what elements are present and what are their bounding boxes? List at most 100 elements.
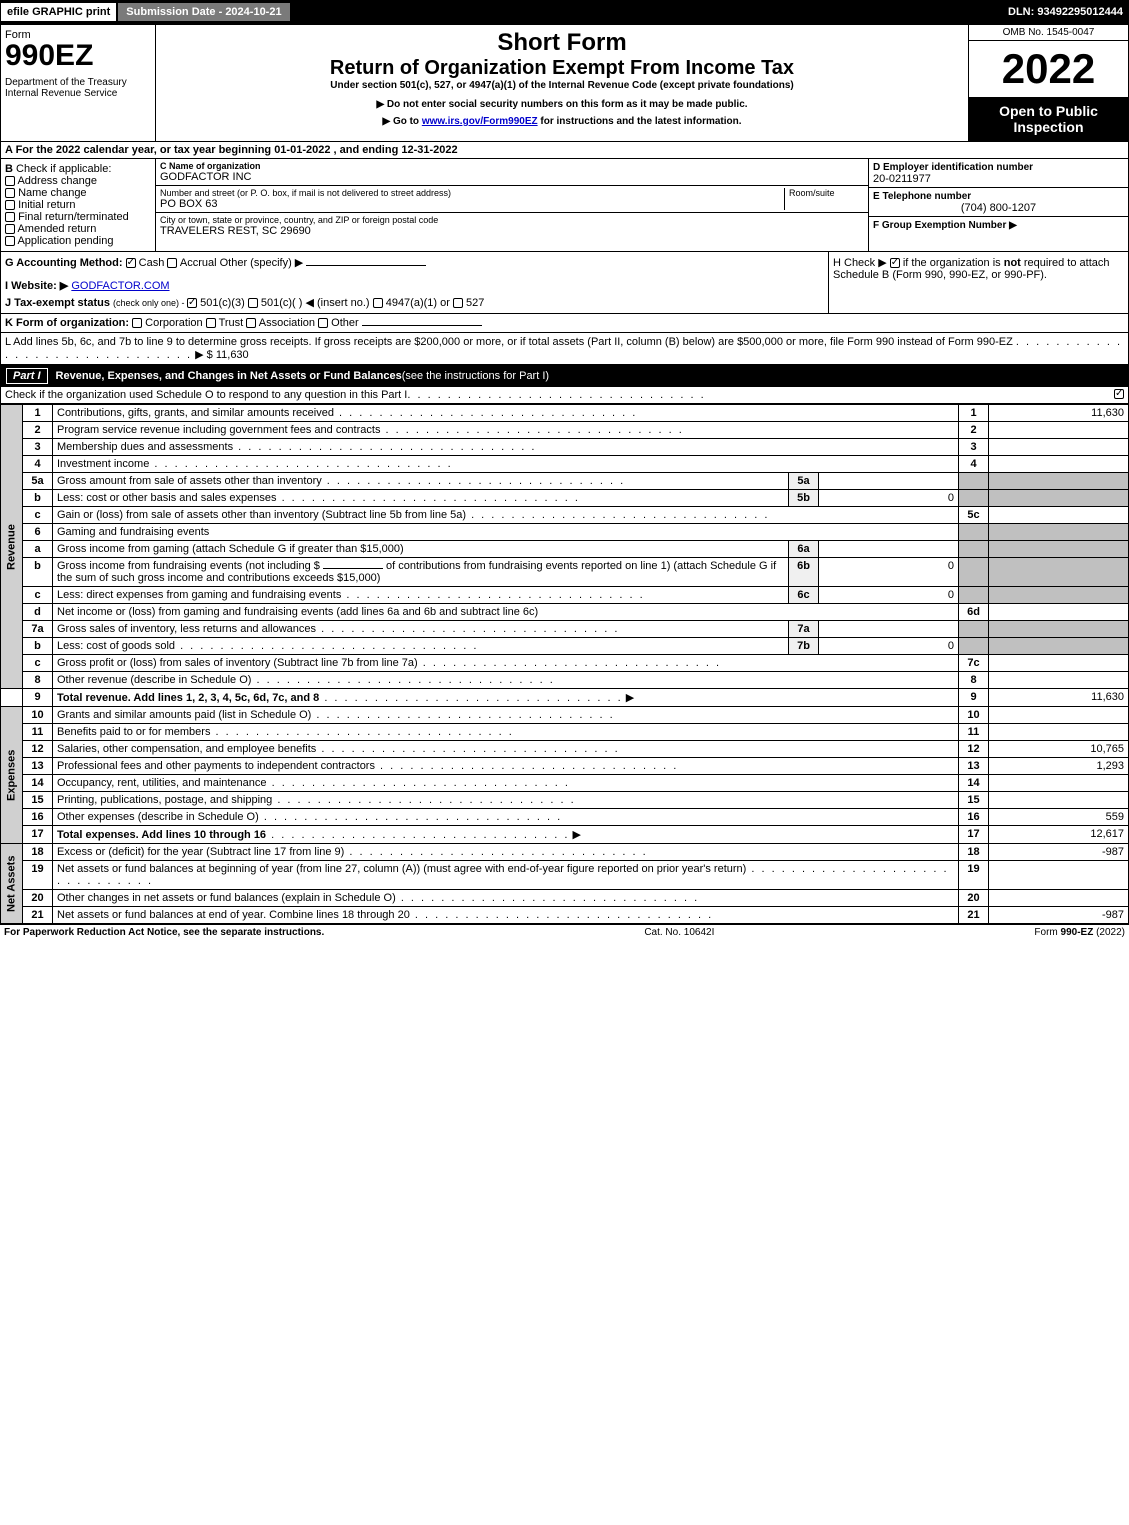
line-5b-desc: Less: cost or other basis and sales expe… bbox=[57, 492, 277, 504]
line-17-ln: 17 bbox=[959, 826, 989, 844]
line-1-desc: Contributions, gifts, grants, and simila… bbox=[57, 407, 334, 419]
checkbox-accrual[interactable] bbox=[167, 258, 177, 268]
line-10-ln: 10 bbox=[959, 707, 989, 724]
line-7b-subval: 0 bbox=[819, 638, 959, 655]
line-7c: c Gross profit or (loss) from sales of i… bbox=[1, 655, 1129, 672]
paperwork-notice: For Paperwork Reduction Act Notice, see … bbox=[4, 927, 324, 938]
line-19-ln: 19 bbox=[959, 861, 989, 890]
shade-6-amt bbox=[989, 524, 1129, 541]
efile-print-button[interactable]: efile GRAPHIC print bbox=[0, 2, 117, 22]
line-2-desc: Program service revenue including govern… bbox=[57, 424, 380, 436]
line-2: 2 Program service revenue including gove… bbox=[1, 422, 1129, 439]
other-method-input[interactable] bbox=[306, 265, 426, 266]
section-l: L Add lines 5b, 6c, and 7b to line 9 to … bbox=[0, 333, 1129, 365]
line-21-amt: -987 bbox=[989, 907, 1129, 924]
line-6c-sublabel: 6c bbox=[789, 587, 819, 604]
line-16-num: 16 bbox=[23, 809, 53, 826]
shade-6c-amt bbox=[989, 587, 1129, 604]
line-2-ln: 2 bbox=[959, 422, 989, 439]
line-1-num: 1 bbox=[23, 405, 53, 422]
category-expenses: Expenses bbox=[1, 707, 23, 844]
checkbox-4947[interactable] bbox=[373, 298, 383, 308]
line-6d-ln: 6d bbox=[959, 604, 989, 621]
line-7c-amt bbox=[989, 655, 1129, 672]
dept-treasury: Department of the Treasury bbox=[5, 77, 151, 88]
line-8-desc: Other revenue (describe in Schedule O) bbox=[57, 674, 251, 686]
line-17: 17 Total expenses. Add lines 10 through … bbox=[1, 826, 1129, 844]
check-if-applicable: Check if applicable: bbox=[16, 163, 111, 175]
line-9: 9 Total revenue. Add lines 1, 2, 3, 4, 5… bbox=[1, 689, 1129, 707]
label-application-pending: Application pending bbox=[17, 235, 113, 247]
checkbox-initial-return[interactable] bbox=[5, 200, 15, 210]
checkbox-schedule-o-part1[interactable] bbox=[1114, 389, 1124, 399]
checkbox-name-change[interactable] bbox=[5, 188, 15, 198]
tax-year: 2022 bbox=[969, 41, 1128, 97]
checkbox-final-return[interactable] bbox=[5, 212, 15, 222]
line-20-num: 20 bbox=[23, 890, 53, 907]
line-4-num: 4 bbox=[23, 456, 53, 473]
line-5b: b Less: cost or other basis and sales ex… bbox=[1, 490, 1129, 507]
accounting-method-label: G Accounting Method: bbox=[5, 257, 123, 269]
catalog-number: Cat. No. 10642I bbox=[644, 927, 714, 938]
part-1-instr: (see the instructions for Part I) bbox=[402, 370, 549, 382]
checkbox-application-pending[interactable] bbox=[5, 236, 15, 246]
line-6c: c Less: direct expenses from gaming and … bbox=[1, 587, 1129, 604]
line-21-desc: Net assets or fund balances at end of ye… bbox=[57, 909, 410, 921]
line-5c-desc: Gain or (loss) from sale of assets other… bbox=[57, 509, 466, 521]
line-6a-sublabel: 6a bbox=[789, 541, 819, 558]
label-other-org: Other bbox=[331, 317, 359, 329]
label-trust: Trust bbox=[219, 317, 244, 329]
arrow-icon-17 bbox=[569, 829, 581, 841]
other-org-input[interactable] bbox=[362, 325, 482, 326]
line-6: 6 Gaming and fundraising events bbox=[1, 524, 1129, 541]
line-18: Net Assets 18 Excess or (deficit) for th… bbox=[1, 844, 1129, 861]
line-11-amt bbox=[989, 724, 1129, 741]
omb-number: OMB No. 1545-0047 bbox=[969, 25, 1128, 41]
checkbox-trust[interactable] bbox=[206, 318, 216, 328]
checkbox-other-org[interactable] bbox=[318, 318, 328, 328]
city-value: TRAVELERS REST, SC 29690 bbox=[160, 225, 864, 237]
checkbox-527[interactable] bbox=[453, 298, 463, 308]
checkbox-schedule-b-not-required[interactable] bbox=[890, 258, 900, 268]
checkbox-501c3[interactable] bbox=[187, 298, 197, 308]
shade-6 bbox=[959, 524, 989, 541]
checkbox-association[interactable] bbox=[246, 318, 256, 328]
line-12-ln: 12 bbox=[959, 741, 989, 758]
section-i: I Website: ▶ GODFACTOR.COM bbox=[5, 279, 824, 292]
line-7a-sublabel: 7a bbox=[789, 621, 819, 638]
form-header: Form 990EZ Department of the Treasury In… bbox=[0, 24, 1129, 142]
line-12-amt: 10,765 bbox=[989, 741, 1129, 758]
label-527: 527 bbox=[466, 297, 484, 309]
checkbox-address-change[interactable] bbox=[5, 176, 15, 186]
checkbox-corporation[interactable] bbox=[132, 318, 142, 328]
line-9-amt: 11,630 bbox=[989, 689, 1129, 707]
section-a: A For the 2022 calendar year, or tax yea… bbox=[0, 142, 1129, 159]
line-21-ln: 21 bbox=[959, 907, 989, 924]
line-20-amt bbox=[989, 890, 1129, 907]
row-gh: G Accounting Method: Cash Accrual Other … bbox=[0, 252, 1129, 314]
checkbox-amended-return[interactable] bbox=[5, 224, 15, 234]
spacer-9 bbox=[1, 689, 23, 707]
section-h: H Check ▶ if the organization is not req… bbox=[828, 252, 1128, 313]
website-link[interactable]: GODFACTOR.COM bbox=[71, 280, 169, 292]
line-14-num: 14 bbox=[23, 775, 53, 792]
line-1-amt: 11,630 bbox=[989, 405, 1129, 422]
line-15-num: 15 bbox=[23, 792, 53, 809]
phone-value: (704) 800-1207 bbox=[873, 202, 1124, 214]
line-21: 21 Net assets or fund balances at end of… bbox=[1, 907, 1129, 924]
line-6c-subval: 0 bbox=[819, 587, 959, 604]
section-g: G Accounting Method: Cash Accrual Other … bbox=[5, 256, 824, 269]
line-21-num: 21 bbox=[23, 907, 53, 924]
line-12-num: 12 bbox=[23, 741, 53, 758]
checkbox-cash[interactable] bbox=[126, 258, 136, 268]
line-5b-sublabel: 5b bbox=[789, 490, 819, 507]
line-1: Revenue 1 Contributions, gifts, grants, … bbox=[1, 405, 1129, 422]
irs-link[interactable]: www.irs.gov/Form990EZ bbox=[422, 116, 538, 127]
line-6b-blank[interactable] bbox=[323, 568, 383, 569]
section-g-i-j: G Accounting Method: Cash Accrual Other … bbox=[1, 252, 828, 313]
footer: For Paperwork Reduction Act Notice, see … bbox=[0, 924, 1129, 940]
line-13: 13 Professional fees and other payments … bbox=[1, 758, 1129, 775]
line-6a: a Gross income from gaming (attach Sched… bbox=[1, 541, 1129, 558]
checkbox-501c[interactable] bbox=[248, 298, 258, 308]
shade-5b bbox=[959, 490, 989, 507]
